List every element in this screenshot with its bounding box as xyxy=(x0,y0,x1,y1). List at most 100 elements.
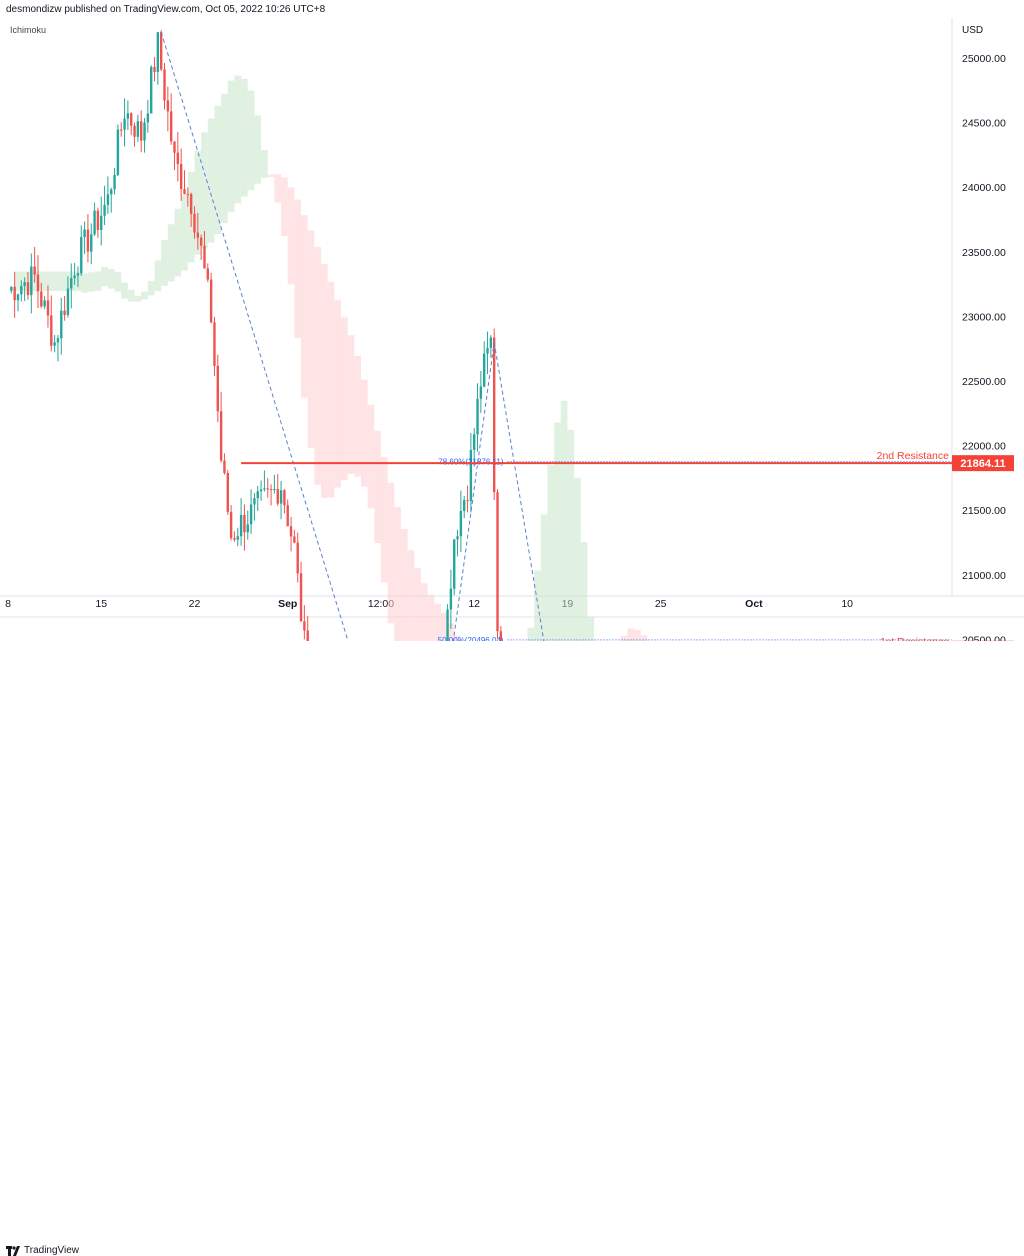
cloud-segment xyxy=(341,317,348,480)
cloud-segment xyxy=(81,273,88,292)
x-tick-label: Sep xyxy=(278,598,297,610)
candle-body xyxy=(177,153,179,164)
cloud-segment xyxy=(294,200,301,339)
cloud-segment xyxy=(161,240,168,286)
price-chart[interactable]: USD17000.0017500.0018000.0018500.0019000… xyxy=(0,0,1024,641)
candle-body xyxy=(127,113,129,118)
y-tick-label: 23500.00 xyxy=(962,247,1006,259)
level-name: 2nd Resistance xyxy=(877,450,950,462)
y-tick-label: 25000.00 xyxy=(962,53,1006,65)
cloud-segment xyxy=(208,119,215,243)
candle-body xyxy=(197,233,199,238)
cloud-segment xyxy=(374,431,381,543)
candle-body xyxy=(267,488,269,489)
candle-body xyxy=(280,490,282,503)
tradingview-logo[interactable]: TradingView xyxy=(6,1245,79,1256)
cloud-segment xyxy=(354,356,361,477)
cloud-segment xyxy=(348,335,355,474)
cloud-segment xyxy=(288,187,295,284)
candle-body xyxy=(463,500,465,511)
candle-body xyxy=(490,338,492,348)
fib-level-label: 78.60%(21876.11) xyxy=(438,458,504,467)
cloud-segment xyxy=(61,272,68,291)
cloud-segment xyxy=(95,271,102,290)
y-tick-label: 24500.00 xyxy=(962,118,1006,130)
x-tick-label: 12 xyxy=(468,598,480,610)
cloud-segment xyxy=(234,76,241,204)
cloud-segment xyxy=(115,272,122,292)
cloud-segment xyxy=(328,282,335,498)
candle-body xyxy=(227,473,229,512)
cloud-segment xyxy=(561,401,568,641)
y-tick-label: 21500.00 xyxy=(962,505,1006,517)
cloud-segment xyxy=(101,267,108,286)
cloud-segment xyxy=(41,272,48,291)
x-tick-label: 22 xyxy=(189,598,201,610)
candle-body xyxy=(100,216,102,230)
cloud-segment xyxy=(274,174,281,202)
candle-body xyxy=(117,130,119,175)
cloud-segment xyxy=(48,272,55,291)
cloud-segment xyxy=(334,300,341,488)
candle-body xyxy=(183,189,185,194)
candle-body xyxy=(200,238,202,246)
candle-body xyxy=(30,267,32,295)
candle-body xyxy=(10,287,12,291)
y-tick-label: 21000.00 xyxy=(962,570,1006,582)
candle-body xyxy=(23,282,25,286)
candle-body xyxy=(63,311,65,315)
y-tick-label: 22500.00 xyxy=(962,376,1006,388)
candle-body xyxy=(277,489,279,504)
cloud-segment xyxy=(108,269,115,289)
x-tick-label: 10 xyxy=(841,598,853,610)
candle-body xyxy=(113,175,115,189)
footer-bar: TradingView xyxy=(0,620,1024,641)
candle-body xyxy=(237,536,239,539)
candle-body xyxy=(473,434,475,450)
candle-body xyxy=(163,69,165,100)
candle-body xyxy=(273,489,275,490)
candle-body xyxy=(90,234,92,251)
candle-body xyxy=(263,488,265,489)
candle-body xyxy=(217,366,219,411)
cloud-segment xyxy=(55,272,62,291)
candle-body xyxy=(83,230,85,237)
candle-body xyxy=(150,67,152,114)
cloud-segment xyxy=(128,290,135,302)
candle-body xyxy=(120,130,122,131)
x-tick-label: Oct xyxy=(745,598,763,610)
candle-body xyxy=(450,589,452,610)
cloud-segment xyxy=(148,281,155,295)
candle-body xyxy=(53,342,55,345)
candle-body xyxy=(293,536,295,542)
cloud-segment xyxy=(121,283,128,299)
cloud-segment xyxy=(135,296,142,302)
candle-body xyxy=(180,164,182,189)
candle-body xyxy=(260,489,262,491)
candle-body xyxy=(140,121,142,140)
candle-body xyxy=(300,573,302,621)
cloud-segment xyxy=(155,260,162,291)
candle-body xyxy=(67,289,69,315)
candle-body xyxy=(190,194,192,214)
cloud-segment xyxy=(168,224,175,281)
candle-body xyxy=(123,119,125,130)
candle-body xyxy=(170,111,172,141)
candle-body xyxy=(80,237,82,273)
cloud-segment xyxy=(201,132,208,248)
candle-body xyxy=(493,338,495,493)
candle-body xyxy=(207,268,209,279)
candle-body xyxy=(147,113,149,122)
candle-body xyxy=(97,211,99,230)
candle-body xyxy=(460,511,462,536)
cloud-segment xyxy=(241,79,248,197)
candle-body xyxy=(87,230,89,252)
candle-body xyxy=(37,275,39,292)
cloud-segment xyxy=(301,215,308,398)
candle-body xyxy=(283,490,285,505)
candle-body xyxy=(480,386,482,398)
candle-body xyxy=(476,399,478,434)
x-tick-label: 8 xyxy=(5,598,11,610)
cloud-segment xyxy=(268,175,275,178)
candle-body xyxy=(130,113,132,125)
